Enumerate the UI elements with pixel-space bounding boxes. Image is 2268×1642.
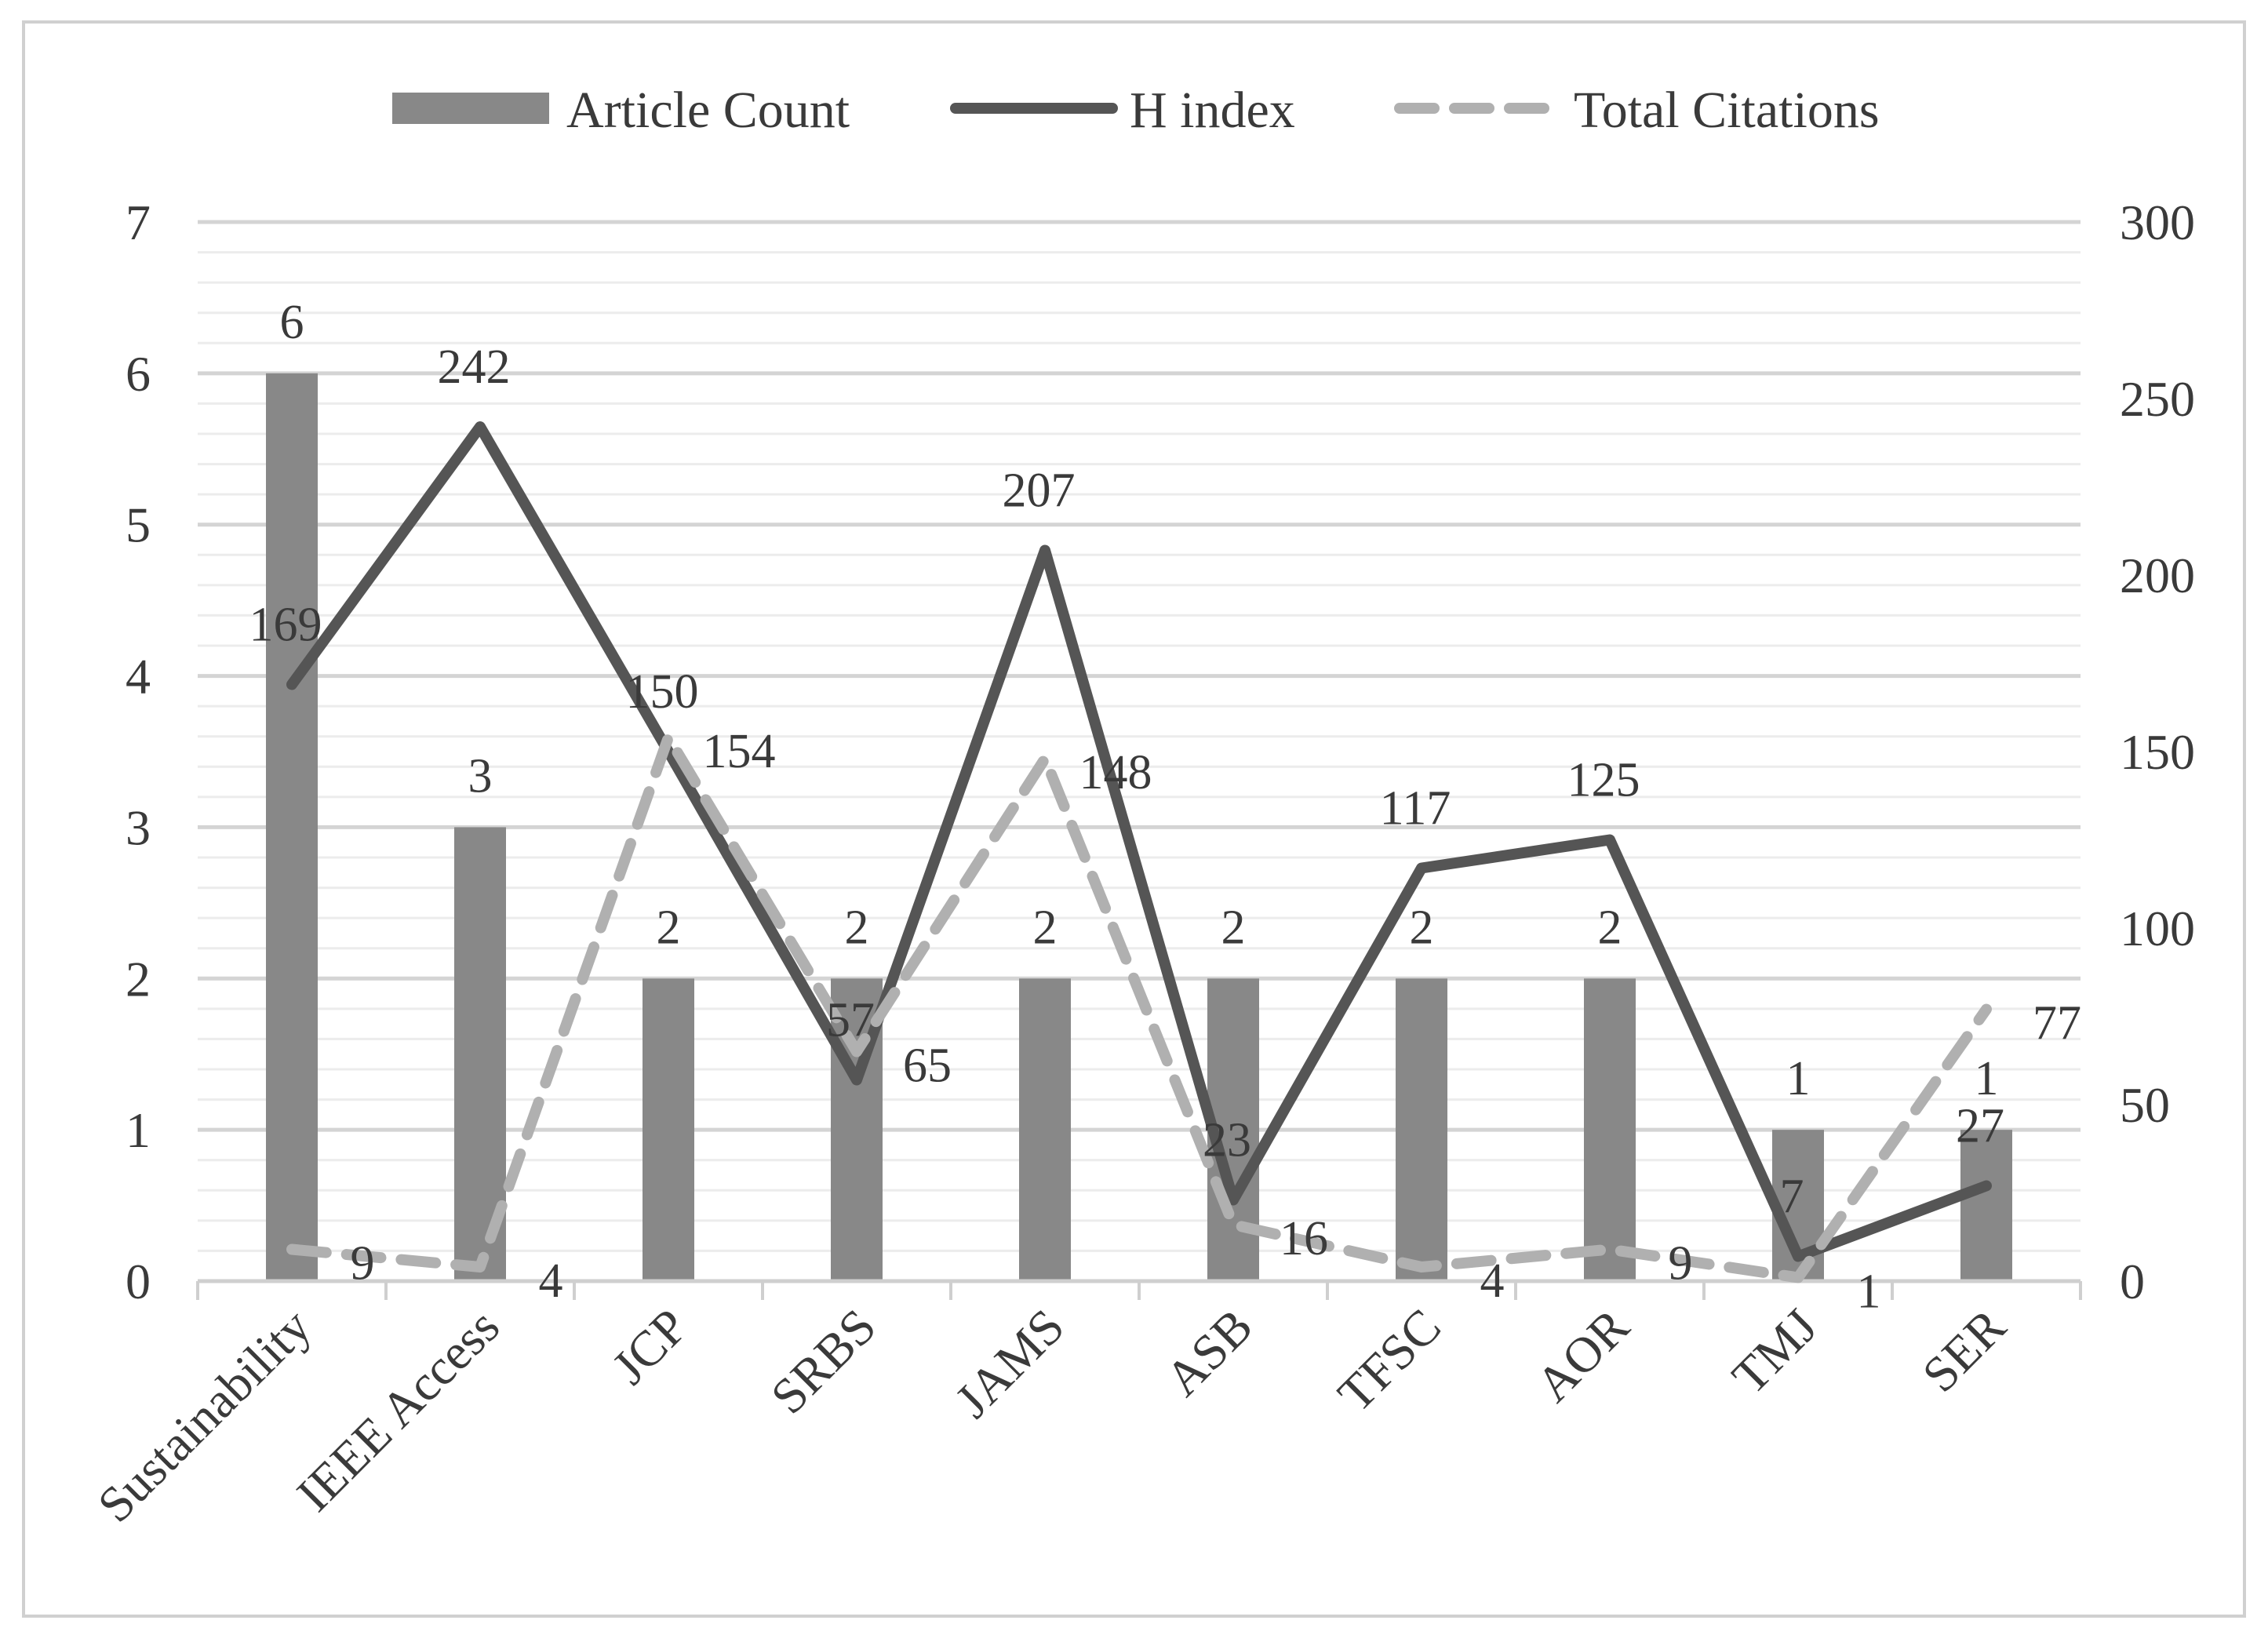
total-citations-data-label: 4: [1480, 1254, 1505, 1308]
bar-data-label: 2: [1410, 901, 1434, 954]
total-citations-data-label: 16: [1280, 1212, 1328, 1265]
h-index-data-label: 117: [1380, 782, 1451, 836]
left-axis-tick-label: 7: [126, 195, 151, 250]
lines: [286, 421, 1992, 1283]
h-index-data-label: 57: [826, 994, 875, 1047]
total-citations-data-label: 4: [539, 1254, 563, 1308]
total-citations-line: [286, 732, 1992, 1283]
h-index-data-label: 7: [1780, 1171, 1804, 1224]
total-citations-data-label: 1: [1857, 1265, 1881, 1319]
left-axis-tick-label: 1: [126, 1102, 151, 1158]
right-axis-tick-label: 300: [2120, 195, 2195, 250]
h-index-data-label: 27: [1956, 1100, 2004, 1153]
bar-article-count: [1396, 978, 1447, 1281]
legend-label: Total Citations: [1574, 82, 1880, 139]
bar-article-count: [1584, 978, 1636, 1281]
bars: [266, 373, 2012, 1281]
bar-data-label: 2: [845, 901, 869, 954]
right-axis-tick-label: 150: [2120, 724, 2195, 780]
bar-data-label: 3: [468, 749, 493, 803]
right-axis-tick-label: 100: [2120, 901, 2195, 956]
left-axis-tick-label: 6: [126, 346, 151, 402]
bar-article-count: [1960, 1130, 2012, 1281]
total-citations-data-label: 9: [351, 1237, 375, 1291]
bar-article-count: [643, 978, 694, 1281]
left-axis-tick-label: 5: [126, 497, 151, 553]
bar-data-label: 2: [657, 901, 681, 954]
legend-label: Article Count: [566, 82, 850, 139]
bar-article-count: [1019, 978, 1071, 1281]
left-axis-tick-label: 0: [126, 1254, 151, 1309]
total-citations-data-label: 154: [703, 725, 776, 778]
h-index-data-label: 207: [1003, 464, 1076, 518]
h-index-data-label: 23: [1203, 1114, 1251, 1167]
bar-data-label: 2: [1033, 901, 1058, 954]
total-citations-data-label: 148: [1079, 746, 1152, 799]
chart-border: [22, 20, 2246, 1618]
right-axis-tick-label: 0: [2120, 1254, 2145, 1309]
bar-data-label: 1: [1786, 1052, 1811, 1105]
left-axis-tick-label: 4: [126, 649, 151, 704]
h-index-data-label: 169: [249, 599, 322, 652]
bar-data-label: 6: [280, 296, 304, 349]
legend-label: H index: [1130, 82, 1295, 139]
right-axis-tick-label: 50: [2120, 1077, 2170, 1133]
h-index-line: [286, 421, 1992, 1262]
h-index-data-label: 125: [1567, 754, 1640, 807]
bar-data-label: 2: [1598, 901, 1622, 954]
h-index-data-label: 150: [626, 665, 699, 719]
h-index-data-label: 242: [438, 340, 511, 394]
left-axis-tick-label: 2: [126, 951, 151, 1007]
total-citations-data-label: 77: [2033, 997, 2081, 1050]
bar-article-count: [266, 373, 318, 1281]
total-citations-data-label: 65: [903, 1039, 952, 1093]
right-axis-tick-label: 200: [2120, 548, 2195, 603]
total-citations-data-label: 9: [1669, 1237, 1693, 1291]
right-axis-tick-label: 250: [2120, 371, 2195, 427]
legend: Article Count H index Total Citations: [392, 82, 1880, 139]
bar-data-label: 2: [1221, 901, 1246, 954]
bar-data-label: 1: [1975, 1052, 1999, 1105]
legend-swatch-bar: [392, 93, 549, 124]
left-axis-tick-label: 3: [126, 799, 151, 855]
